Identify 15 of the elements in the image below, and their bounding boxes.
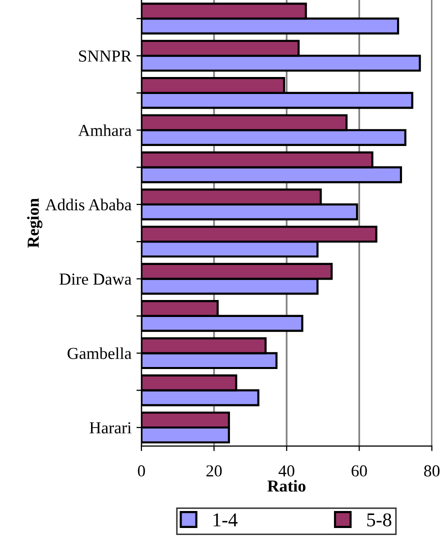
x-axis-title: Ratio [267,480,306,492]
legend-label: 5-8 [367,513,392,526]
y-tick-label: Addis Ababa [45,198,132,210]
x-tick-label: 0 [138,465,145,477]
x-tick-label: 40 [278,465,294,477]
y-tick-label: SNNPR [79,50,132,62]
y-axis-title: Region [27,198,42,248]
y-tick-label: Gambella [68,347,132,360]
y-tick-label: Amhara [78,124,132,136]
legend-label: 1-4 [214,513,238,526]
x-tick-label: 60 [352,465,367,477]
y-tick-label: Harari [90,422,132,434]
x-tick-label: 20 [206,465,222,477]
x-tick-label: 80 [424,465,440,477]
y-tick-label: Dire Dawa [60,274,132,285]
